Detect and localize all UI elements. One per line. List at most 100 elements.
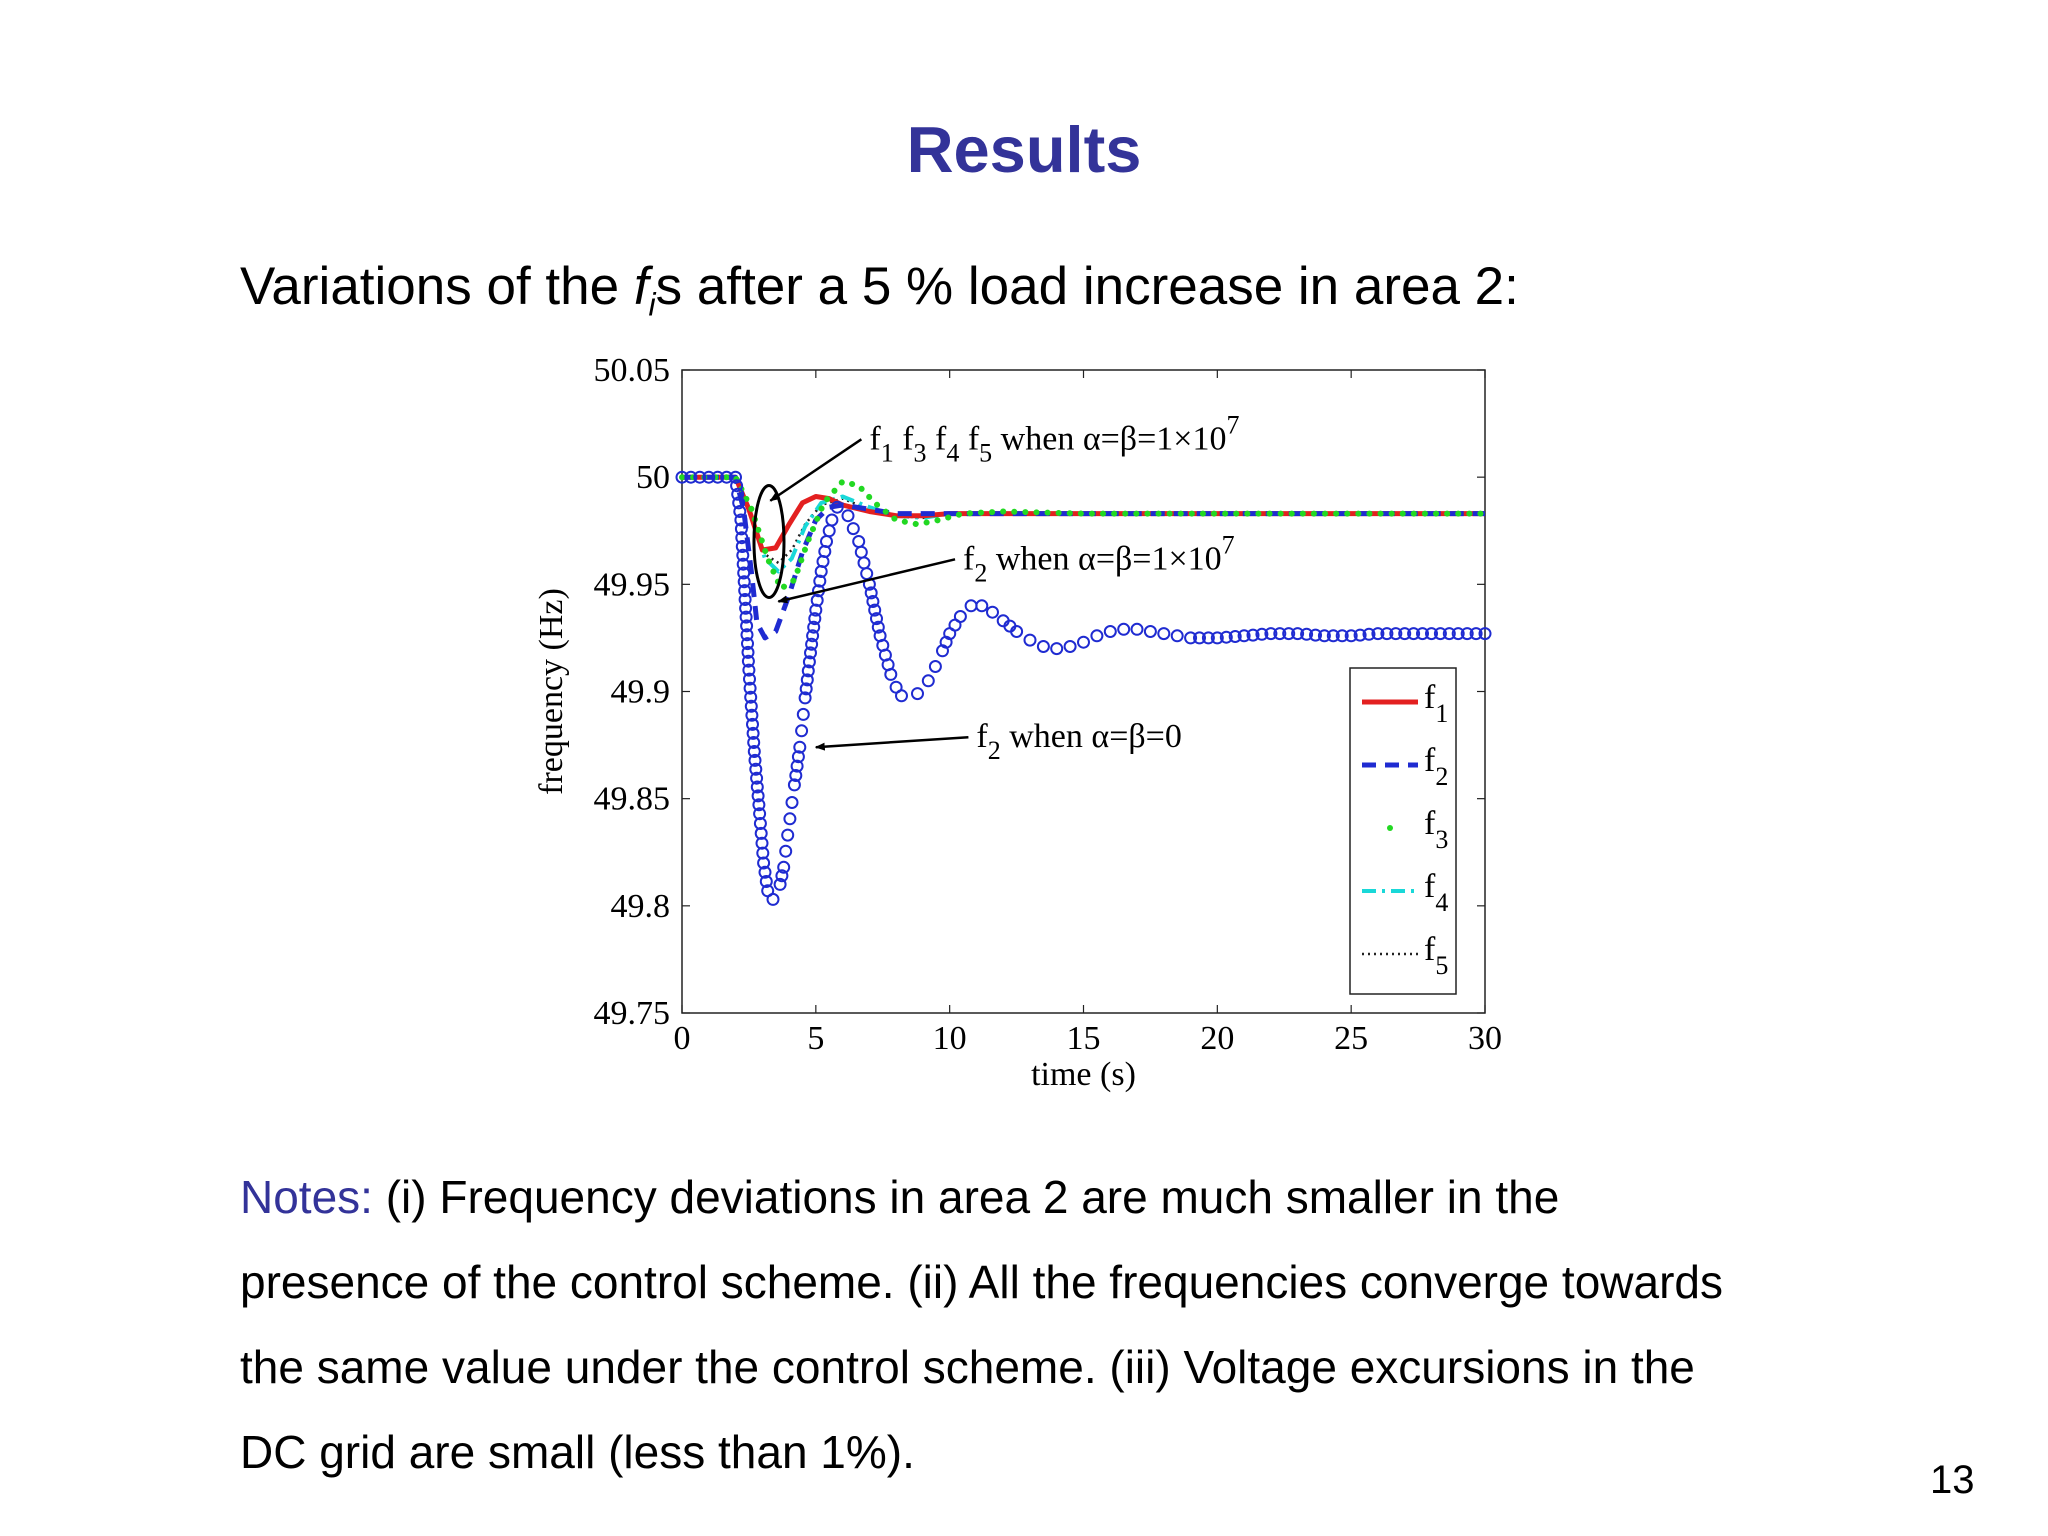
legend-label-letter: f bbox=[1424, 805, 1436, 842]
series-marker-f2-alpha-beta-0 bbox=[825, 513, 839, 527]
series-marker-f2-alpha-beta-0 bbox=[747, 736, 761, 749]
series-marker-f2-alpha-beta-0 bbox=[748, 753, 762, 767]
series-marker-f2-alpha-beta-0 bbox=[740, 619, 754, 633]
series-marker-f2-alpha-beta-0 bbox=[868, 603, 882, 617]
annotation-part: f bbox=[959, 420, 980, 457]
series-marker-f2-alpha-beta-0 bbox=[684, 470, 698, 484]
legend-swatch-f3 bbox=[1387, 825, 1393, 831]
series-marker-f2-alpha-beta-0 bbox=[871, 620, 885, 634]
series-marker-f2-alpha-beta-0 bbox=[743, 672, 756, 686]
legend-label-index: 4 bbox=[1435, 888, 1448, 917]
series-marker-f2-alpha-beta-0 bbox=[806, 629, 820, 643]
x-tick-label: 15 bbox=[1067, 1020, 1101, 1057]
series-marker-f2-alpha-beta-0 bbox=[1184, 631, 1198, 645]
series-marker-f2-alpha-beta-0 bbox=[846, 522, 860, 536]
series-marker-f2-alpha-beta-0 bbox=[1460, 627, 1474, 641]
series-marker-f2-alpha-beta-0 bbox=[752, 798, 766, 812]
series-marker-f2-alpha-beta-0 bbox=[1237, 629, 1251, 643]
annotation-arrow-1 bbox=[769, 438, 863, 502]
series-marker-f2-alpha-beta-0 bbox=[1090, 629, 1104, 643]
series-marker-f2-alpha-beta-0 bbox=[733, 505, 747, 518]
series-marker-f2-alpha-beta-0 bbox=[753, 817, 767, 830]
series-marker-f2-alpha-beta-0 bbox=[813, 574, 827, 588]
frequency-chart: 0 5 10 15 20 25 3049.7549.849.8549.949.955050.… bbox=[533, 352, 1502, 1093]
series-marker-f2-alpha-beta-0 bbox=[884, 667, 898, 681]
series-marker-f2-alpha-beta-0 bbox=[798, 691, 812, 705]
series-marker-f2-alpha-beta-0 bbox=[911, 687, 924, 701]
series-marker-f2-alpha-beta-0 bbox=[675, 470, 689, 484]
series-marker-f2-alpha-beta-0 bbox=[1478, 627, 1492, 641]
series-marker-f2-alpha-beta-0 bbox=[1309, 628, 1322, 642]
series-marker-f2-alpha-beta-0 bbox=[1380, 627, 1394, 641]
legend-box bbox=[1349, 667, 1457, 995]
x-tick-label: 25 bbox=[1334, 1020, 1368, 1057]
annotation-part: 2 bbox=[974, 558, 987, 587]
series-marker-f2-alpha-beta-0 bbox=[773, 877, 787, 891]
annotation-part: 4 bbox=[946, 438, 959, 467]
legend-label-f5: f5 bbox=[1424, 931, 1448, 980]
y-tick-label: 50 bbox=[636, 459, 670, 496]
series-marker-f2-alpha-beta-0 bbox=[781, 828, 795, 842]
x-tick-label: 0 bbox=[674, 1020, 691, 1057]
y-tick-label: 49.9 bbox=[611, 674, 671, 711]
annotation-arrow-3 bbox=[814, 735, 969, 751]
series-marker-f2-alpha-beta-0 bbox=[711, 470, 725, 484]
series-marker-f2-alpha-beta-0 bbox=[736, 557, 750, 571]
series-marker-f2-alpha-beta-0 bbox=[1050, 642, 1064, 656]
slide-title: Results bbox=[906, 113, 1142, 186]
series-marker-f2-alpha-beta-0 bbox=[1255, 627, 1269, 641]
annotation-part: 5 bbox=[979, 438, 992, 467]
series-marker-f2-alpha-beta-0 bbox=[1264, 627, 1278, 641]
series-marker-f2-alpha-beta-0 bbox=[1010, 625, 1024, 638]
series-marker-f2-alpha-beta-0 bbox=[986, 605, 999, 619]
legend-label-letter: f bbox=[1424, 931, 1436, 968]
series-marker-f2-alpha-beta-0 bbox=[741, 645, 755, 659]
series-marker-f2-alpha-beta-0 bbox=[757, 856, 771, 870]
series-marker-f2-alpha-beta-0 bbox=[1326, 629, 1340, 643]
series-marker-f2-alpha-beta-0 bbox=[810, 593, 824, 607]
series-marker-f2-alpha-beta-0 bbox=[1130, 622, 1144, 636]
series-marker-f2-alpha-beta-0 bbox=[866, 595, 880, 608]
series-marker-f2-alpha-beta-0 bbox=[1246, 628, 1260, 642]
annotation-part: when α=β=1×10 bbox=[987, 540, 1221, 577]
series-marker-f2-alpha-beta-0 bbox=[750, 771, 764, 785]
y-tick-label: 49.95 bbox=[594, 566, 671, 603]
y-tick-label: 50.05 bbox=[594, 352, 671, 389]
x-tick-label: 30 bbox=[1468, 1020, 1502, 1057]
series-marker-f2-alpha-beta-0 bbox=[1407, 627, 1421, 641]
series-marker-f2-alpha-beta-0 bbox=[808, 612, 822, 626]
x-tick-label: 20 bbox=[1200, 1020, 1234, 1057]
series-marker-f2-alpha-beta-0 bbox=[750, 780, 764, 794]
annotation-part: f bbox=[963, 540, 975, 577]
series-marker-f2-alpha-beta-0 bbox=[736, 548, 750, 562]
series-marker-f2-alpha-beta-0 bbox=[777, 860, 791, 874]
series-marker-f2-alpha-beta-0 bbox=[800, 673, 814, 687]
highlight-ellipse bbox=[752, 483, 786, 599]
legend-label-letter: f bbox=[1424, 742, 1436, 779]
series-marker-f2-alpha-beta-0 bbox=[1117, 622, 1131, 636]
series-marker-f2-alpha-beta-0 bbox=[830, 500, 844, 514]
notes-label: Notes: bbox=[240, 1171, 373, 1223]
series-marker-f2-alpha-beta-0 bbox=[805, 637, 819, 651]
annotation-1: f1 f3 f4 f5 when α=β=1×107 bbox=[869, 410, 1239, 467]
series-marker-f2-alpha-beta-0 bbox=[1157, 627, 1171, 641]
series-marker-f2-alpha-beta-0 bbox=[1273, 627, 1287, 641]
series-marker-f2-alpha-beta-0 bbox=[895, 689, 908, 703]
series-marker-f2-alpha-beta-0 bbox=[730, 479, 744, 493]
legend-label-index: 5 bbox=[1435, 951, 1448, 980]
series-marker-f2-alpha-beta-0 bbox=[799, 682, 813, 696]
series-marker-f2-alpha-beta-0 bbox=[1023, 633, 1037, 647]
series-marker-f2-alpha-beta-0 bbox=[744, 690, 758, 704]
series-marker-f2-alpha-beta-0 bbox=[739, 610, 753, 624]
notes-text: (i) Frequency deviations in area 2 are m… bbox=[240, 1171, 1723, 1478]
annotation-part: f bbox=[976, 718, 988, 755]
series-marker-f2-alpha-beta-0 bbox=[738, 584, 752, 598]
annotation-3: f2 when α=β=0 bbox=[976, 718, 1181, 765]
series-marker-f2-alpha-beta-0 bbox=[841, 509, 855, 523]
series-marker-f2-alpha-beta-0 bbox=[785, 796, 799, 809]
annotation-part: when α=β=1×10 bbox=[992, 420, 1226, 457]
legend-label-index: 2 bbox=[1435, 762, 1448, 791]
y-axis-label: frequency (Hz) bbox=[533, 588, 570, 795]
series-marker-f2-alpha-beta-0 bbox=[1353, 628, 1367, 642]
series-marker-f2-alpha-beta-0 bbox=[1063, 640, 1077, 653]
